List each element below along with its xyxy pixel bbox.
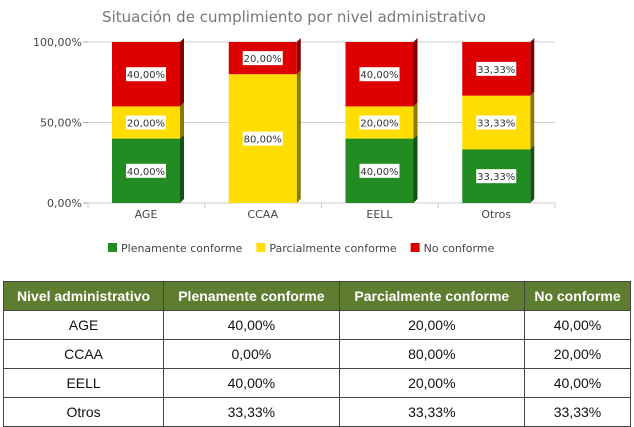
cell: CCAA (2, 339, 165, 369)
data-label: 20,00% (244, 54, 282, 65)
bar-side (530, 91, 535, 150)
data-label: 40,00% (360, 167, 398, 178)
x-tick-label: EELL (366, 208, 393, 221)
y-tick-label: 50,00% (40, 117, 82, 130)
bar-side (180, 134, 184, 203)
data-label-bg (242, 51, 283, 66)
cell: 0,00% (163, 339, 340, 369)
x-tick-label: Otros (481, 208, 511, 221)
stacked-bar-chart: Situación de cumplimiento por nivel admi… (33, 8, 556, 255)
data-label-bg (476, 115, 517, 130)
bar-side (530, 145, 535, 203)
table-row: CCAA 0,00% 80,00% 20,00% (2, 339, 631, 369)
data-label: 40,00% (127, 70, 165, 81)
data-label: 20,00% (127, 119, 165, 130)
cell: 33,33% (163, 397, 340, 427)
header-cell: Nivel administrativo (2, 281, 165, 311)
bar-side (413, 134, 418, 203)
cell: 20,00% (524, 339, 631, 369)
cell: 20,00% (338, 310, 526, 340)
bar-side (296, 38, 301, 75)
data-label: 40,00% (127, 167, 165, 178)
bar-side (413, 102, 418, 139)
header-cell: Plenamente conforme (163, 281, 340, 311)
cell: 20,00% (338, 368, 526, 398)
y-tick-label: 0,00% (47, 197, 82, 210)
data-label-bg (359, 67, 400, 82)
data-label: 40,00% (360, 70, 398, 81)
cell: 40,00% (524, 368, 631, 398)
legend-label: No conforme (424, 242, 495, 255)
y-tick-label: 100,00% (33, 36, 82, 49)
data-label-bg (359, 163, 400, 178)
data-label-bg (126, 67, 166, 82)
data-label-bg (242, 131, 283, 146)
bar-side (530, 38, 535, 96)
cell: EELL (2, 368, 165, 398)
data-label-bg (476, 169, 517, 184)
cell: Otros (2, 397, 165, 427)
data-label-bg (359, 115, 400, 130)
legend-label: Plenamente conforme (121, 242, 243, 255)
cell: 40,00% (163, 368, 340, 398)
header-cell: No conforme (524, 281, 631, 311)
table-row: AGE 40,00% 20,00% 40,00% (2, 310, 631, 340)
cell: 40,00% (163, 310, 340, 340)
data-label: 20,00% (360, 119, 398, 130)
bar-side (413, 38, 418, 107)
table-row: Otros 33,33% 33,33% 33,33% (2, 397, 631, 427)
table-row: EELL 40,00% 20,00% 40,00% (2, 368, 631, 398)
cell: AGE (2, 310, 165, 340)
cell: 80,00% (338, 339, 526, 369)
data-table: Nivel administrativo Plenamente conforme… (2, 281, 631, 427)
bar-side (180, 102, 184, 139)
legend-swatch (410, 243, 420, 252)
data-label: 33,33% (477, 119, 515, 130)
chart-title: Situación de cumplimiento por nivel admi… (102, 8, 486, 26)
x-tick-label: AGE (135, 208, 158, 221)
cell: 33,33% (338, 397, 526, 427)
bar-side (180, 38, 184, 107)
cell: 40,00% (524, 310, 631, 340)
legend-label: Parcialmente conforme (269, 242, 396, 255)
data-label: 33,33% (477, 172, 515, 183)
data-label: 80,00% (244, 135, 282, 146)
data-label-bg (126, 115, 166, 130)
data-label-bg (476, 61, 517, 76)
bar-side (296, 70, 301, 203)
cell: 33,33% (524, 397, 631, 427)
data-label: 33,33% (477, 65, 515, 76)
x-tick-label: CCAA (247, 208, 278, 221)
legend-swatch (108, 243, 117, 252)
header-cell: Parcialmente conforme (338, 281, 526, 311)
table-header-row: Nivel administrativo Plenamente conforme… (2, 281, 631, 311)
legend-swatch (256, 243, 266, 252)
data-label-bg (126, 163, 166, 178)
